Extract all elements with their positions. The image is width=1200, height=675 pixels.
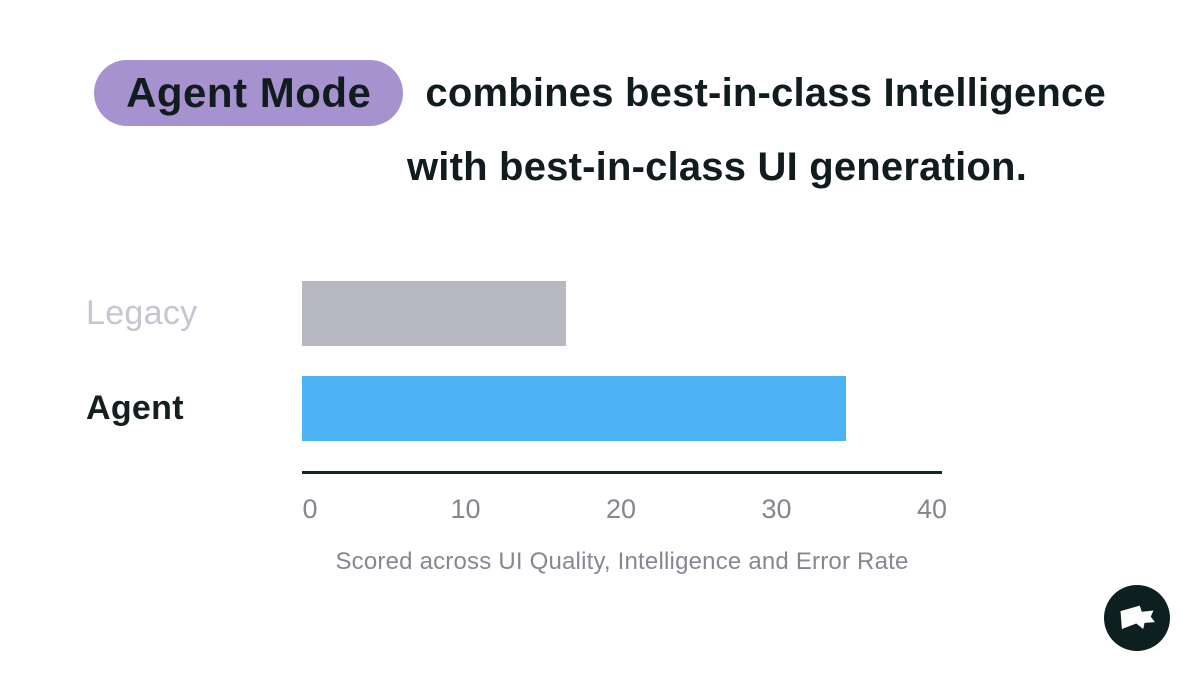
plot-area xyxy=(302,376,942,441)
chart-row: Legacy xyxy=(86,281,946,346)
bar xyxy=(302,281,566,346)
x-tick-label: 40 xyxy=(916,494,948,524)
chart-rows: Legacy Agent xyxy=(86,281,946,441)
title-line-2: with best-in-class UI generation. xyxy=(406,145,1028,189)
row-label: Agent xyxy=(86,389,184,427)
x-tick-label: 30 xyxy=(761,494,792,524)
row-label: Legacy xyxy=(86,294,198,332)
chart-row: Agent xyxy=(86,376,946,441)
title-line-1: combines best-in-class Intelligence xyxy=(425,71,1106,115)
agent-mode-badge-label: Agent Mode xyxy=(126,69,372,116)
x-tick-label: 10 xyxy=(450,494,481,524)
flag-icon xyxy=(1104,585,1170,651)
bar xyxy=(302,376,846,441)
header: Agent Mode combines best-in-class Intell… xyxy=(0,60,1200,200)
x-tick-label: 20 xyxy=(605,494,637,524)
agent-mode-badge: Agent Mode xyxy=(94,60,404,126)
chart-caption: Scored across UI Quality, Intelligence a… xyxy=(335,548,909,575)
x-axis-line xyxy=(302,471,942,474)
header-line-1: Agent Mode combines best-in-class Intell… xyxy=(0,60,1200,126)
x-axis-ticks: 0 10 20 30 40 xyxy=(302,494,947,526)
plot-area xyxy=(302,281,942,346)
flag-logo-badge xyxy=(1104,585,1170,651)
x-tick-label: 0 xyxy=(302,494,318,524)
bar-chart: Legacy Agent 0 10 20 30 40 Scored across UI Q… xyxy=(86,281,947,576)
